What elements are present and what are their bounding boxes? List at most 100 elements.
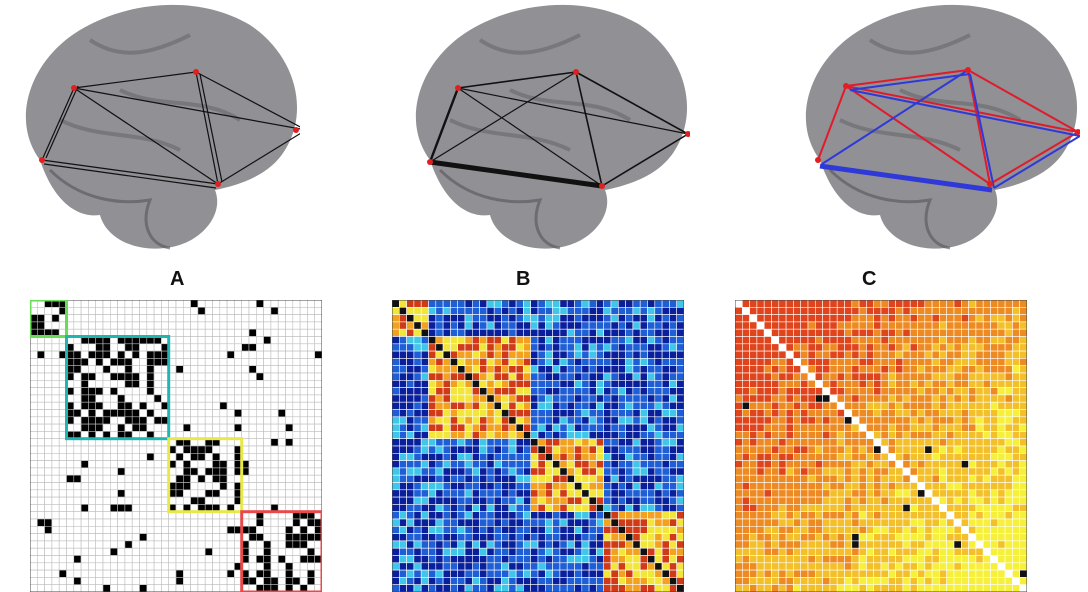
matrix-cell xyxy=(618,328,626,337)
matrix-cell xyxy=(197,445,206,454)
matrix-cell xyxy=(256,445,264,454)
matrix-cell xyxy=(902,577,911,585)
matrix-cell xyxy=(895,416,904,425)
matrix-cell xyxy=(428,569,437,578)
matrix-cell xyxy=(392,569,400,578)
matrix-cell xyxy=(858,562,867,571)
matrix-cell xyxy=(537,460,546,469)
matrix-cell xyxy=(450,409,459,418)
matrix-cell xyxy=(307,467,315,476)
matrix-cell xyxy=(815,496,823,505)
matrix-cell xyxy=(793,533,802,542)
matrix-cell xyxy=(1012,555,1020,564)
matrix-cell xyxy=(997,336,1006,345)
matrix-cell xyxy=(961,409,969,418)
matrix-cell xyxy=(735,460,743,469)
matrix-cell xyxy=(618,562,626,571)
matrix-cell xyxy=(212,328,221,337)
matrix-cell xyxy=(428,482,437,491)
matrix-cell xyxy=(763,467,772,476)
matrix-cell xyxy=(1012,401,1020,410)
matrix-cell xyxy=(270,321,279,330)
matrix-cell xyxy=(552,562,561,571)
edge xyxy=(457,71,577,89)
matrix-cell xyxy=(1019,547,1027,556)
matrix-cell xyxy=(953,518,962,527)
matrix-cell xyxy=(931,423,940,432)
matrix-cell xyxy=(669,431,677,439)
matrix-cell xyxy=(457,577,466,585)
matrix-cell xyxy=(219,453,228,461)
matrix-cell xyxy=(807,511,816,520)
matrix-cell xyxy=(742,372,750,381)
matrix-cell xyxy=(428,431,437,439)
matrix-cell xyxy=(58,584,67,592)
matrix-cell xyxy=(596,321,604,330)
matrix-cell xyxy=(277,460,286,469)
matrix-cell xyxy=(190,555,199,564)
matrix-cell xyxy=(618,321,626,330)
matrix-cell xyxy=(420,416,429,425)
matrix-cell xyxy=(30,350,38,359)
matrix-cell xyxy=(1012,336,1020,345)
matrix-cell xyxy=(413,423,422,432)
matrix-cell xyxy=(175,518,184,527)
matrix-cell xyxy=(399,358,407,367)
matrix-cell xyxy=(735,372,743,381)
matrix-cell xyxy=(778,387,787,396)
matrix-cell xyxy=(392,474,400,483)
matrix-cell xyxy=(545,328,553,337)
matrix-cell xyxy=(888,409,896,418)
matrix-cell xyxy=(632,350,641,359)
matrix-cell xyxy=(866,540,874,549)
matrix-cell xyxy=(858,401,867,410)
matrix-cell xyxy=(299,533,308,542)
matrix-cell xyxy=(676,401,684,410)
matrix-cell xyxy=(442,511,451,520)
matrix-cell xyxy=(204,423,213,432)
matrix-cell xyxy=(552,416,561,425)
matrix-cell xyxy=(537,518,546,527)
matrix-cell xyxy=(263,380,272,388)
matrix-cell xyxy=(610,504,619,512)
matrix-cell xyxy=(588,372,597,381)
matrix-cell xyxy=(248,358,257,367)
matrix-cell xyxy=(153,453,162,461)
matrix-cell xyxy=(226,445,235,454)
matrix-cell xyxy=(406,365,415,374)
matrix-cell xyxy=(603,489,612,498)
matrix-cell xyxy=(997,438,1006,447)
matrix-cell xyxy=(566,401,575,410)
matrix-cell xyxy=(168,540,177,549)
matrix-cell xyxy=(858,540,867,549)
matrix-cell xyxy=(51,577,60,585)
matrix-cell xyxy=(161,307,169,315)
matrix-cell xyxy=(749,453,758,461)
matrix-cell xyxy=(435,401,444,410)
matrix-cell xyxy=(464,409,473,418)
matrix-cell xyxy=(530,372,539,381)
matrix-cell xyxy=(873,300,882,308)
matrix-cell xyxy=(479,328,488,337)
matrix-cell xyxy=(479,518,488,527)
matrix-cell xyxy=(234,328,242,337)
matrix-cell xyxy=(80,350,89,359)
matrix-cell xyxy=(501,343,510,352)
matrix-cell xyxy=(450,300,459,308)
matrix-cell xyxy=(80,453,89,461)
matrix-cell xyxy=(44,416,53,425)
matrix-cell xyxy=(1004,474,1013,483)
matrix-cell xyxy=(982,401,991,410)
matrix-cell xyxy=(749,526,758,534)
matrix-cell xyxy=(756,511,765,520)
matrix-cell xyxy=(420,300,429,308)
matrix-cell xyxy=(800,380,809,388)
matrix-cell xyxy=(292,380,301,388)
matrix-cell xyxy=(37,423,45,432)
matrix-cell xyxy=(392,460,400,469)
matrix-cell xyxy=(472,321,480,330)
matrix-cell xyxy=(523,482,531,491)
matrix-cell xyxy=(1019,300,1027,308)
matrix-cell xyxy=(639,387,648,396)
matrix-cell xyxy=(146,321,155,330)
